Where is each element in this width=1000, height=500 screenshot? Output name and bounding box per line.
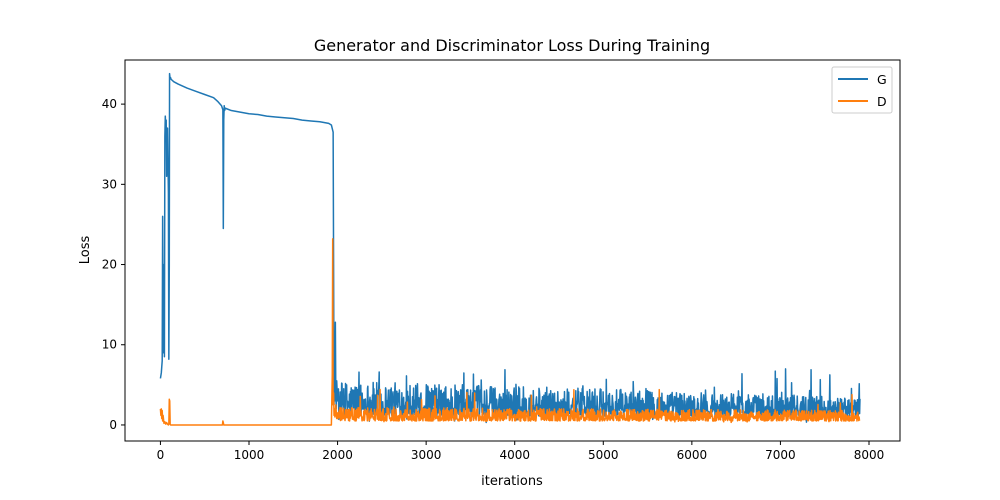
- x-tick-label: 4000: [499, 448, 530, 462]
- legend-label-d: D: [877, 94, 887, 109]
- y-tick-label: 30: [102, 177, 117, 191]
- x-tick-label: 0: [157, 448, 165, 462]
- x-tick-label: 5000: [588, 448, 619, 462]
- y-tick-label: 20: [102, 258, 117, 272]
- plot-area: [159, 72, 861, 426]
- y-axis-label: Loss: [78, 236, 93, 265]
- x-tick-label: 1000: [234, 448, 265, 462]
- axes-frame: [124, 59, 901, 442]
- series-line-d: [159, 238, 861, 426]
- x-tick-label: 2000: [322, 448, 353, 462]
- legend: G D: [831, 66, 893, 114]
- y-tick-label: 10: [102, 338, 117, 352]
- y-tick-label: 40: [102, 97, 117, 111]
- y-tick-label: 0: [109, 418, 117, 432]
- x-tick-label: 8000: [854, 448, 885, 462]
- chart-title: Generator and Discriminator Loss During …: [314, 36, 710, 55]
- x-tick-label: 3000: [411, 448, 442, 462]
- legend-label-g: G: [877, 72, 887, 87]
- x-tick-label: 7000: [765, 448, 796, 462]
- series-layer: [159, 72, 861, 426]
- axes: 0 1000 2000 3000 4000 5000 6000 7000 8000 0 10 20 30…: [102, 59, 901, 462]
- x-tick-label: 6000: [677, 448, 708, 462]
- x-axis-label: iterations: [481, 474, 543, 489]
